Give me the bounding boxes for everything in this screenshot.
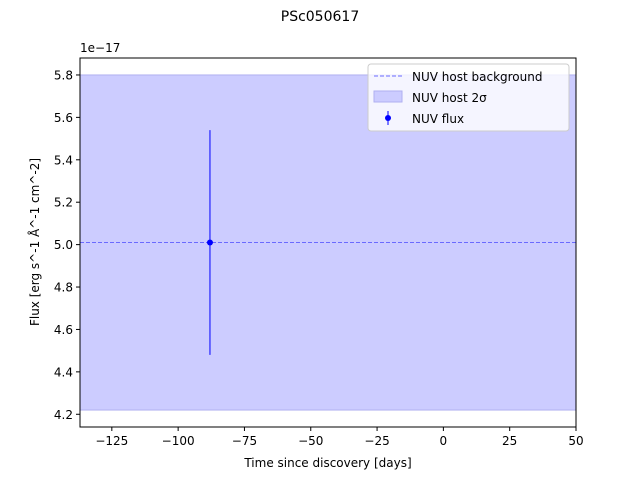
- legend-swatch-flux-marker: [385, 115, 391, 121]
- x-tick-label: −100: [162, 434, 195, 448]
- x-axis-label: Time since discovery [days]: [243, 456, 411, 470]
- y-tick-label: 4.6: [54, 323, 73, 337]
- x-tick-label: −75: [232, 434, 257, 448]
- y-axis-label: Flux [erg s^-1 Å^-1 cm^-2]: [27, 158, 42, 326]
- legend: NUV host background NUV host 2σ NUV flux: [367, 63, 570, 132]
- chart-title: PSc050617: [281, 9, 359, 25]
- data-points: [206, 130, 213, 355]
- legend-swatch-host-band: [373, 90, 403, 103]
- y-tick-label: 4.4: [54, 365, 73, 379]
- y-tick-label: 5.6: [54, 111, 73, 125]
- legend-label-host-background: NUV host background: [412, 70, 542, 84]
- y-tick-label: 4.8: [54, 281, 73, 295]
- y-tick-label: 5.0: [54, 238, 73, 252]
- x-axis: −125 −100 −75 −50 −25 0 25 50: [95, 427, 584, 448]
- legend-box: [367, 63, 570, 132]
- x-tick-label: 50: [568, 434, 583, 448]
- x-tick-label: −125: [95, 434, 128, 448]
- x-tick-label: 0: [440, 434, 448, 448]
- y-tick-label: 4.2: [54, 408, 73, 422]
- y-axis: 4.2 4.4 4.6 4.8 5.0 5.2 5.4 5.6 5.8: [54, 68, 80, 422]
- x-tick-label: −50: [298, 434, 323, 448]
- flux-point: [206, 239, 213, 246]
- legend-label-flux: NUV flux: [412, 112, 464, 126]
- axes-frame: [79, 57, 577, 428]
- y-tick-label: 5.4: [54, 153, 73, 167]
- x-tick-label: 25: [502, 434, 517, 448]
- y-tick-label: 5.8: [54, 68, 73, 82]
- y-tick-label: 5.2: [54, 196, 73, 210]
- x-tick-label: −25: [364, 434, 389, 448]
- legend-label-host-band: NUV host 2σ: [412, 91, 487, 105]
- y-offset-label: 1e−17: [80, 41, 120, 55]
